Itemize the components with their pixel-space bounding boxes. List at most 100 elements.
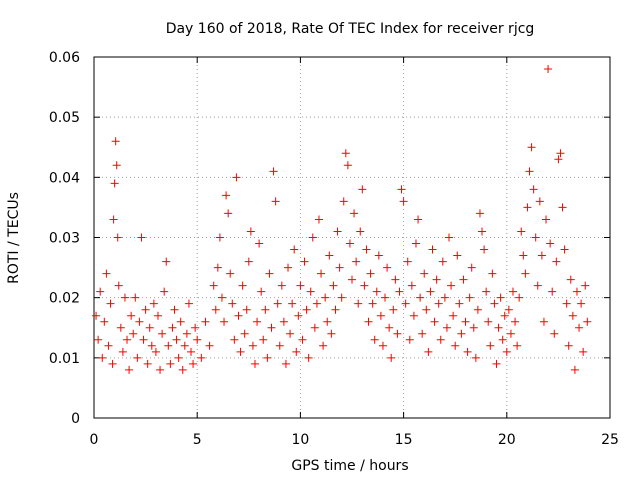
data-point [432,275,441,284]
data-point [275,341,284,350]
data-point [461,317,470,326]
data-point [566,275,575,284]
data-point [504,305,513,314]
data-point [453,251,462,260]
data-point [459,275,468,284]
data-point [323,317,332,326]
data-point [498,335,507,344]
data-point [255,239,264,248]
data-point [525,167,534,176]
data-point [471,353,480,362]
data-point [226,269,235,278]
x-axis-label: GPS time / hours [291,458,408,474]
data-point [550,329,559,338]
data-point [430,317,439,326]
data-point [467,263,476,272]
data-point [366,269,375,278]
data-point [506,329,515,338]
x-tick-label: 25 [601,432,619,448]
x-tick-label: 5 [193,432,202,448]
data-point [434,299,443,308]
data-point [478,227,487,236]
x-tick-label: 10 [291,432,309,448]
data-point [300,257,309,266]
data-point [457,329,466,338]
data-point [552,257,561,266]
data-point [560,245,569,254]
data-point [482,287,491,296]
data-point [383,263,392,272]
data-point [490,299,499,308]
data-point [166,359,175,368]
data-point [319,341,328,350]
data-point [496,293,505,302]
data-point [327,329,336,338]
data-point [393,329,402,338]
data-point [502,347,511,356]
data-point [242,305,251,314]
data-point [149,299,158,308]
data-point [162,257,171,266]
data-point [449,311,458,320]
data-point [292,347,301,356]
data-point [174,353,183,362]
data-point [213,263,222,272]
data-point [523,203,532,212]
data-point [304,353,313,362]
data-point [515,293,524,302]
data-point [348,275,356,284]
data-point [397,185,406,194]
axis-ticks [93,56,611,419]
data-point [172,335,181,344]
data-point [131,293,140,302]
data-point [337,293,346,302]
data-point [104,341,113,350]
data-point [395,287,404,296]
data-point [420,269,429,278]
y-tick-label: 0.02 [49,291,80,307]
data-point [364,317,373,326]
data-point [151,347,160,356]
data-point [546,239,555,248]
data-point [339,197,348,206]
data-point [125,365,134,374]
data-point [542,215,551,224]
data-point [508,287,517,296]
data-point [463,347,472,356]
data-point [583,317,592,326]
data-point [236,347,245,356]
data-point [358,185,367,194]
data-point [519,251,528,260]
data-point [370,335,379,344]
data-point [170,305,179,314]
data-points [92,65,592,374]
data-point [244,257,253,266]
data-point [391,275,400,284]
data-point [263,353,272,362]
grid-lines [94,57,610,418]
data-point [356,227,365,236]
data-point [224,209,233,218]
data-point [96,287,105,296]
data-point [577,299,586,308]
data-point [480,245,489,254]
data-point [120,293,129,302]
data-point [250,359,259,368]
data-point [92,311,101,320]
data-point [486,341,495,350]
data-point [405,335,414,344]
data-point [314,215,323,224]
data-point [352,257,361,266]
y-tick-label: 0.01 [49,351,80,367]
data-point [201,317,210,326]
data-point [143,359,152,368]
data-point [544,65,553,74]
data-point [153,311,162,320]
data-point [191,323,200,332]
data-point [160,287,169,296]
data-point [94,335,103,344]
data-point [416,293,425,302]
data-point [184,299,193,308]
data-point [145,323,154,332]
data-point [418,329,427,338]
